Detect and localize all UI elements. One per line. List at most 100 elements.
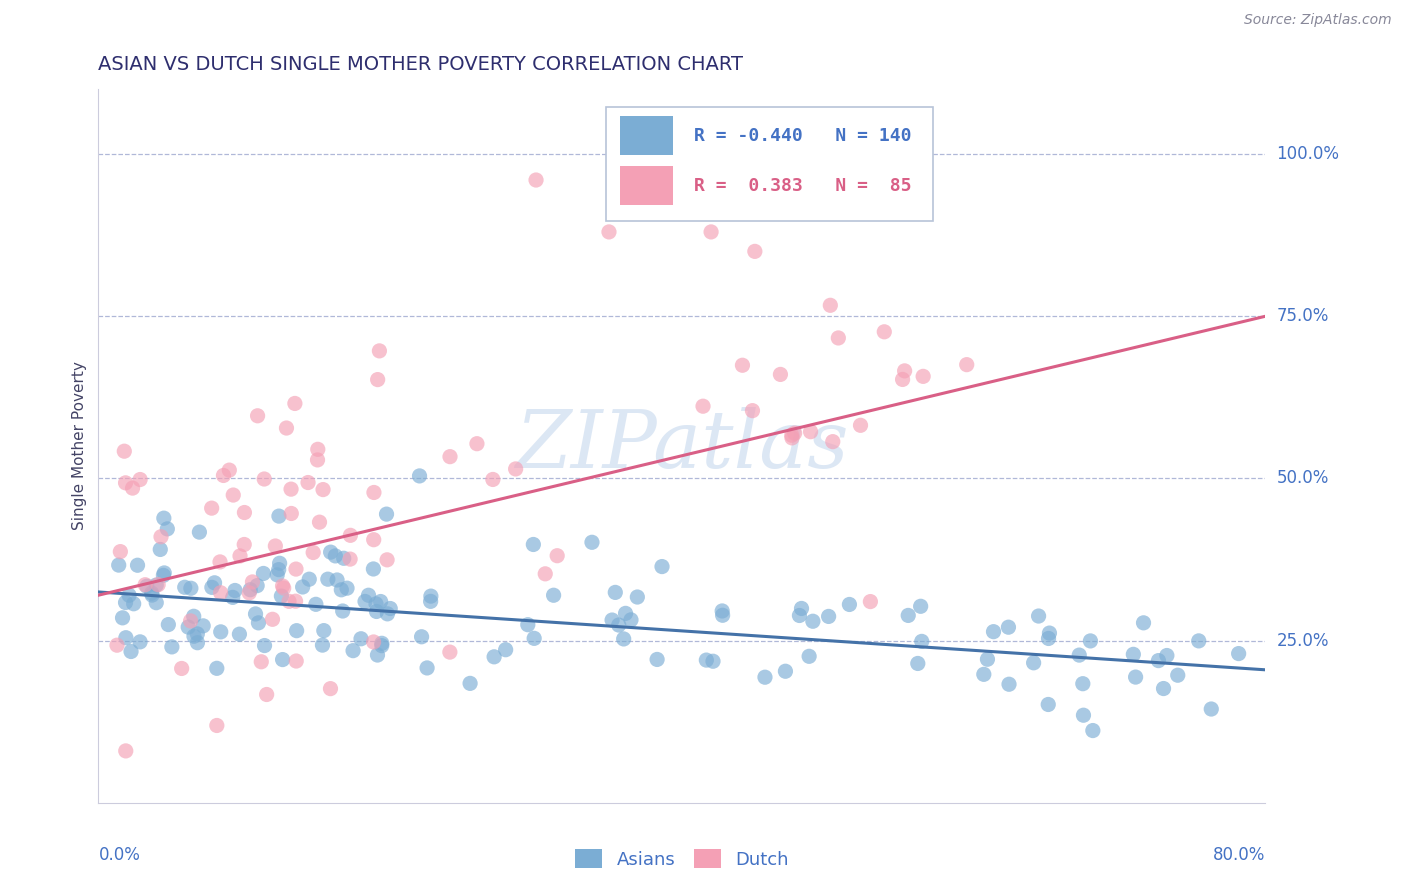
Point	[416, 661, 439, 675]
Point	[134, 578, 156, 592]
Point	[692, 399, 714, 413]
Point	[111, 611, 134, 625]
Y-axis label: Single Mother Poverty: Single Mother Poverty	[72, 361, 87, 531]
Point	[307, 442, 329, 457]
Point	[523, 632, 546, 646]
Point	[1081, 723, 1104, 738]
Point	[332, 551, 354, 566]
Point	[302, 545, 325, 559]
Text: Source: ZipAtlas.com: Source: ZipAtlas.com	[1244, 13, 1392, 28]
Point	[371, 636, 394, 650]
Point	[224, 583, 246, 598]
Point	[893, 364, 915, 378]
Point	[780, 431, 803, 445]
Point	[269, 556, 291, 570]
Point	[246, 579, 269, 593]
Point	[1125, 670, 1147, 684]
Point	[250, 655, 273, 669]
Point	[271, 652, 294, 666]
FancyBboxPatch shape	[620, 116, 672, 155]
Text: ASIAN VS DUTCH SINGLE MOTHER POVERTY CORRELATION CHART: ASIAN VS DUTCH SINGLE MOTHER POVERTY COR…	[98, 54, 744, 74]
Point	[731, 358, 754, 372]
Point	[266, 567, 288, 582]
Point	[375, 507, 398, 521]
Point	[1199, 702, 1222, 716]
Point	[1167, 668, 1189, 682]
Point	[1147, 654, 1170, 668]
Point	[298, 572, 321, 586]
Point	[150, 530, 173, 544]
Point	[505, 462, 527, 476]
Point	[910, 599, 932, 614]
Point	[820, 298, 842, 312]
Point	[1071, 676, 1094, 690]
Point	[149, 542, 172, 557]
Point	[912, 369, 935, 384]
Point	[380, 601, 402, 615]
Point	[645, 652, 668, 666]
Point	[319, 545, 342, 559]
Point	[859, 594, 882, 608]
Point	[209, 585, 232, 599]
Point	[129, 635, 152, 649]
Point	[107, 558, 129, 573]
Point	[377, 607, 399, 621]
Point	[177, 620, 200, 634]
Point	[264, 539, 287, 553]
Point	[114, 744, 136, 758]
Point	[242, 574, 264, 589]
FancyBboxPatch shape	[620, 166, 672, 205]
Point	[121, 481, 143, 495]
Point	[439, 645, 461, 659]
Text: 75.0%: 75.0%	[1277, 307, 1329, 326]
Point	[218, 463, 240, 477]
Point	[891, 372, 914, 386]
Point	[311, 638, 333, 652]
Point	[350, 632, 373, 646]
Point	[129, 473, 152, 487]
Point	[534, 566, 557, 581]
Point	[118, 588, 141, 602]
FancyBboxPatch shape	[606, 107, 932, 221]
Point	[907, 657, 929, 671]
Point	[363, 635, 385, 649]
Point	[516, 617, 538, 632]
Point	[357, 588, 380, 602]
Point	[419, 589, 441, 603]
Point	[1038, 626, 1060, 640]
Point	[141, 586, 163, 600]
Point	[253, 472, 276, 486]
Point	[312, 624, 335, 638]
Point	[160, 640, 183, 654]
Point	[222, 488, 245, 502]
Point	[754, 670, 776, 684]
Point	[598, 225, 620, 239]
Point	[956, 358, 979, 372]
Point	[522, 537, 544, 551]
Point	[973, 667, 995, 681]
Point	[827, 331, 849, 345]
Point	[983, 624, 1005, 639]
Point	[336, 581, 359, 595]
Point	[342, 643, 364, 657]
Text: 0.0%: 0.0%	[98, 846, 141, 863]
Point	[186, 627, 208, 641]
Point	[789, 608, 811, 623]
Point	[253, 639, 276, 653]
Point	[695, 653, 717, 667]
Point	[285, 654, 308, 668]
Point	[122, 597, 145, 611]
Point	[1069, 648, 1091, 662]
Point	[325, 549, 347, 563]
Point	[370, 594, 392, 608]
Point	[524, 173, 547, 187]
Point	[146, 577, 169, 591]
Point	[363, 533, 385, 547]
Point	[368, 343, 391, 358]
Point	[256, 688, 278, 702]
Point	[145, 596, 167, 610]
Point	[278, 594, 301, 608]
Point	[110, 544, 132, 558]
Text: 100.0%: 100.0%	[1277, 145, 1340, 163]
Legend: Asians, Dutch: Asians, Dutch	[568, 842, 796, 876]
